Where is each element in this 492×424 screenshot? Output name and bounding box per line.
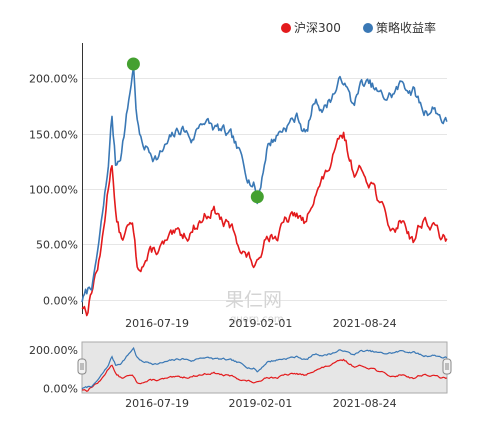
legend-marker-hs300: [281, 23, 291, 33]
marker-peak[interactable]: [126, 57, 140, 71]
main-grid: [82, 78, 447, 301]
marker-trough[interactable]: [250, 190, 264, 204]
legend-label-strategy: 策略收益率: [376, 20, 436, 35]
y-tick-label: 0.00%: [43, 295, 78, 308]
x-tick-label: 2019-02-01: [228, 317, 292, 330]
navigator-x-tick-label: 2016-07-19: [125, 397, 189, 410]
legend[interactable]: 沪深300 策略收益率: [281, 20, 436, 35]
series-line-strategy: [81, 66, 448, 303]
y-tick-label: 150.00%: [29, 129, 78, 142]
main-plot: 200.00% 150.00% 100.00% 50.00% 0.00% 果仁网 guo…: [29, 43, 448, 330]
x-tick-label: 2021-08-24: [333, 317, 397, 330]
x-tick-labels: 2016-07-19 2019-02-01 2021-08-24: [125, 317, 397, 330]
navigator-line-hs300: [81, 358, 447, 392]
navigator-x-tick-label: 2019-02-01: [228, 397, 292, 410]
y-tick-label: 200.00%: [29, 73, 78, 86]
navigator-handle-right[interactable]: [442, 358, 452, 375]
legend-item-strategy[interactable]: 策略收益率: [363, 20, 436, 35]
legend-label-hs300: 沪深300: [294, 21, 341, 35]
legend-marker-strategy: [363, 23, 373, 33]
navigator-x-tick-labels: 2016-07-19 2019-02-01 2021-08-24: [125, 397, 397, 410]
series-line-hs300: [81, 131, 448, 317]
watermark-sub: guorn.com: [230, 314, 284, 325]
legend-item-hs300[interactable]: 沪深300: [281, 21, 341, 35]
navigator[interactable]: 200.00% 0.00% 2016-07-19 2019-02-01 2021-08…: [29, 341, 452, 410]
watermark: 果仁网: [225, 289, 282, 311]
x-tick-label: 2016-07-19: [125, 317, 189, 330]
y-tick-label: 50.00%: [36, 239, 78, 252]
navigator-y-tick-label: 0.00%: [43, 383, 78, 396]
navigator-handle-left[interactable]: [77, 358, 87, 375]
y-tick-labels: 200.00% 150.00% 100.00% 50.00% 0.00%: [29, 73, 78, 308]
y-tick-label: 100.00%: [29, 184, 78, 197]
navigator-x-tick-label: 2021-08-24: [333, 397, 397, 410]
navigator-selection[interactable]: [81, 341, 448, 394]
navigator-y-tick-label: 200.00%: [29, 344, 78, 357]
navigator-y-tick-labels: 200.00% 0.00%: [29, 344, 78, 395]
navigator-line-strategy: [81, 346, 448, 390]
